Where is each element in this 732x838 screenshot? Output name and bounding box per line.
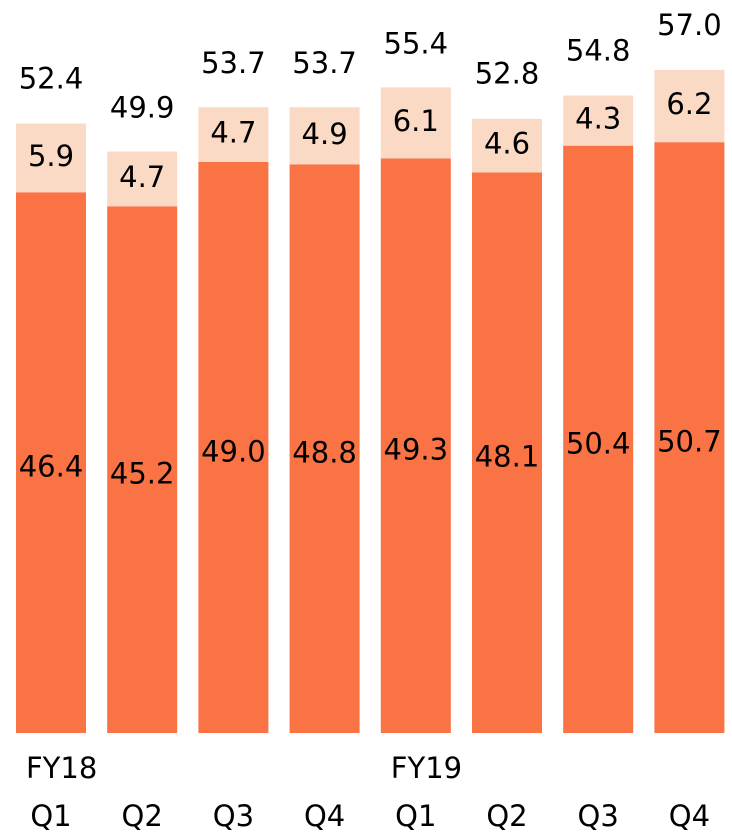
value-label: 4.7 xyxy=(210,116,256,150)
bar-segment xyxy=(563,145,634,733)
bar-segment xyxy=(654,142,725,734)
value-label: 4.9 xyxy=(302,117,348,151)
value-label: 49.0 xyxy=(201,434,266,468)
x-tick-label: Q1 xyxy=(395,799,436,833)
value-label: 50.4 xyxy=(566,426,631,460)
total-label: 52.8 xyxy=(475,57,540,91)
total-label: 57.0 xyxy=(657,8,722,42)
bar-segment xyxy=(198,107,269,162)
x-tick-label: Q2 xyxy=(486,799,527,833)
bar-segment xyxy=(380,87,451,159)
bar-segment xyxy=(472,118,542,173)
value-label: 50.7 xyxy=(657,425,722,459)
x-tick-label: Q3 xyxy=(578,799,619,833)
bar-segment xyxy=(563,95,634,146)
bar-segment xyxy=(654,69,725,143)
bar-segment xyxy=(107,206,178,733)
total-label: 49.9 xyxy=(110,90,175,124)
bar-segment xyxy=(289,164,360,733)
bar-segment xyxy=(107,151,178,207)
bar-segment xyxy=(380,158,451,734)
value-label: 48.8 xyxy=(292,436,357,470)
total-label: 55.4 xyxy=(384,26,449,60)
bar-segment xyxy=(472,172,542,733)
total-label: 54.8 xyxy=(566,33,631,67)
value-label: 49.3 xyxy=(384,433,449,467)
value-label: 6.2 xyxy=(666,87,712,121)
value-label: 5.9 xyxy=(28,139,74,173)
value-label: 4.7 xyxy=(119,160,165,194)
bar-segment xyxy=(289,107,360,165)
value-label: 45.2 xyxy=(110,457,175,491)
value-label: 46.4 xyxy=(19,450,84,484)
group-label: FY19 xyxy=(391,751,462,785)
total-label: 52.4 xyxy=(19,61,84,95)
value-label: 4.3 xyxy=(575,102,621,136)
group-label: FY18 xyxy=(26,751,97,785)
x-tick-label: Q4 xyxy=(304,799,345,833)
x-tick-label: Q2 xyxy=(122,799,163,833)
total-label: 53.7 xyxy=(201,46,266,80)
bar-segment xyxy=(198,161,269,733)
bar-segment xyxy=(16,123,86,193)
total-label: 53.7 xyxy=(292,46,357,80)
x-tick-label: Q3 xyxy=(213,799,254,833)
bar-segment xyxy=(16,192,86,734)
value-label: 6.1 xyxy=(393,104,439,138)
x-tick-label: Q1 xyxy=(30,799,71,833)
value-label: 48.1 xyxy=(475,440,540,474)
value-label: 4.6 xyxy=(484,127,530,161)
x-tick-label: Q4 xyxy=(669,799,710,833)
